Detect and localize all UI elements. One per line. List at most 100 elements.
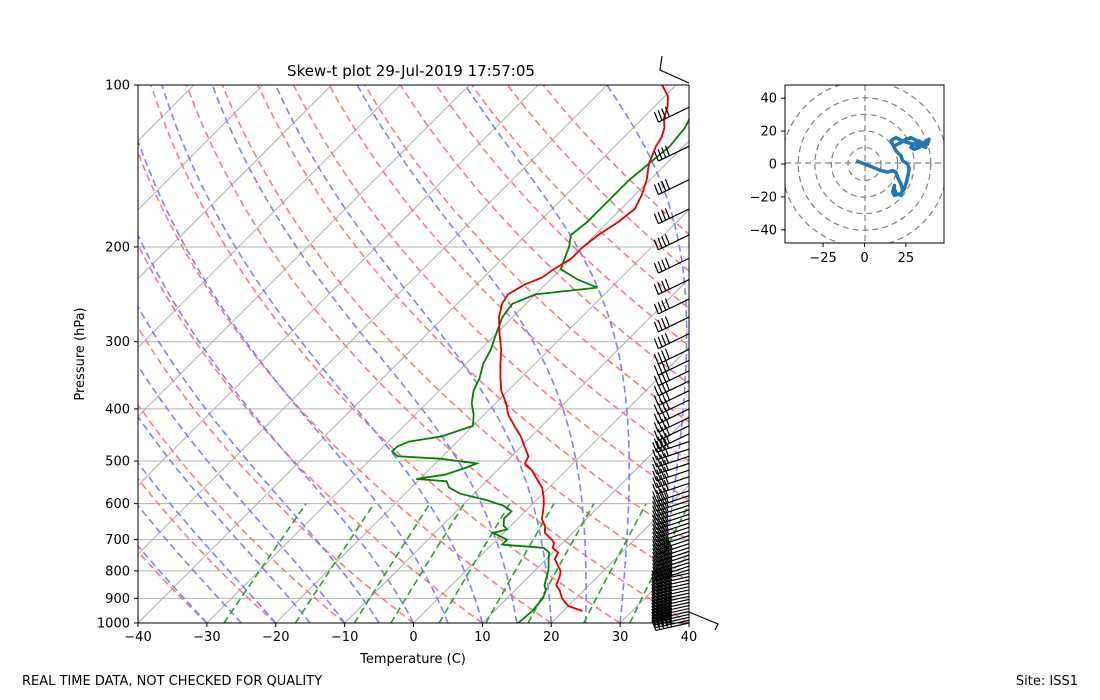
wind-barb xyxy=(653,208,690,225)
dry-adiabat-line xyxy=(138,477,277,623)
site-label: Site: ISS1 xyxy=(1015,674,1078,689)
wind-barb xyxy=(652,538,690,555)
y-tick-label: 1000 xyxy=(97,617,130,632)
wind-barb xyxy=(653,416,690,433)
wind-barb xyxy=(653,298,690,315)
dry-adiabat-line xyxy=(435,85,689,347)
dry-adiabat-line xyxy=(506,85,689,273)
wind-barb xyxy=(652,542,690,559)
hodograph-y-tick-label: 20 xyxy=(760,125,777,140)
wind-barb xyxy=(652,445,690,461)
wind-barb xyxy=(651,583,690,598)
wind-barb xyxy=(652,473,690,489)
isotherm-line xyxy=(0,85,56,623)
isotherm-line xyxy=(138,85,677,623)
mixing-ratio-line xyxy=(294,503,375,623)
dry-adiabat-line xyxy=(138,150,552,623)
chart-title: Skew-t plot 29-Jul-2019 17:57:05 xyxy=(287,62,535,80)
dry-adiabats xyxy=(138,85,689,623)
isotherm-line xyxy=(206,140,689,623)
hodograph-x-tick-label: 25 xyxy=(898,251,915,266)
wind-barb xyxy=(652,523,690,539)
mixing-ratio-lines xyxy=(223,503,689,623)
dewpoint-line xyxy=(390,117,689,623)
wind-barb xyxy=(659,55,690,84)
wind-barb xyxy=(652,452,690,468)
isotherm-line xyxy=(344,277,689,623)
wind-barb xyxy=(653,106,690,123)
mixing-ratio-line xyxy=(353,503,431,623)
hodograph-y-tick-label: 40 xyxy=(760,92,777,107)
x-tick-label: 20 xyxy=(543,630,560,645)
dry-adiabat-line xyxy=(138,403,346,623)
wind-barb xyxy=(653,333,690,350)
y-tick-label: 300 xyxy=(105,335,130,350)
isotherm-line xyxy=(619,553,689,623)
wind-barb xyxy=(653,348,690,365)
hodograph-x-ticks: −25 0 25 xyxy=(809,243,914,266)
mixing-ratio-line xyxy=(485,503,555,623)
wind-barb xyxy=(652,565,690,581)
temperature-line xyxy=(498,85,669,612)
isotherm-line xyxy=(138,85,332,280)
isotherm-line xyxy=(688,622,689,623)
hodograph-y-tick-label: 0 xyxy=(769,158,777,173)
wind-barb xyxy=(653,257,690,274)
skewt-plot: −40 −30 −20 −10 0 10 20 30 40 100200300400500600… xyxy=(0,55,1100,667)
moist-adiabat-line xyxy=(464,85,630,623)
moist-adiabat-line xyxy=(138,138,449,623)
y-axis-label: Pressure (hPa) xyxy=(73,307,88,400)
wind-barb xyxy=(653,408,690,425)
wind-barb xyxy=(652,536,690,551)
isotherm-line xyxy=(550,484,689,623)
x-tick-label: 40 xyxy=(681,630,698,645)
isotherm-line xyxy=(413,346,689,623)
dry-adiabat-line xyxy=(138,326,414,623)
y-tick-label: 500 xyxy=(105,455,130,470)
hodograph-x-tick-label: 0 xyxy=(860,251,868,266)
moist-adiabat-line xyxy=(161,85,484,623)
wind-barb xyxy=(653,359,690,376)
moist-adiabat-line xyxy=(688,618,689,623)
mixing-ratio-line xyxy=(527,503,595,623)
hodograph-plot: −25 0 25 40 20 0 −20 −40 xyxy=(750,84,945,266)
isotherm-line xyxy=(138,85,264,211)
dry-adiabat-line xyxy=(138,550,208,623)
mixing-ratio-line xyxy=(223,503,307,623)
wind-barb xyxy=(652,532,690,547)
hodograph-line xyxy=(855,135,931,198)
wind-barb xyxy=(653,433,690,450)
isobar-gridlines xyxy=(138,85,689,623)
wind-barb xyxy=(652,459,690,475)
moist-adiabat-line xyxy=(138,233,415,623)
wind-barb xyxy=(652,557,690,574)
wind-barb xyxy=(652,519,690,535)
isotherm-line xyxy=(138,85,401,349)
mixing-ratio-line xyxy=(583,503,647,623)
isotherm-line xyxy=(138,85,195,142)
dry-adiabat-line xyxy=(185,85,689,623)
dry-adiabat-line xyxy=(364,85,689,424)
x-axis-label: Temperature (C) xyxy=(359,652,466,667)
moist-adiabat-line xyxy=(138,364,346,623)
wind-barb xyxy=(652,479,690,495)
x-tick-label: −40 xyxy=(124,630,151,645)
moist-adiabat-line xyxy=(274,85,553,623)
hodograph-y-ticks: 40 20 0 −20 −40 xyxy=(750,92,785,238)
wind-barb xyxy=(653,178,690,196)
dry-adiabat-line xyxy=(138,243,483,623)
hodograph-ring xyxy=(814,113,915,215)
wind-barb xyxy=(652,492,690,507)
isotherm-line xyxy=(758,85,1100,623)
y-axis-ticks: 100 200 300 400 500 600 700 800 900 1000 xyxy=(97,79,138,632)
wind-barb xyxy=(652,550,690,567)
wind-barbs xyxy=(651,55,719,632)
x-tick-label: 0 xyxy=(409,630,417,645)
wind-barb xyxy=(688,611,719,631)
wind-barb xyxy=(652,561,690,578)
dry-adiabat-line xyxy=(292,85,689,502)
dry-adiabat-line xyxy=(328,85,689,462)
x-tick-label: −10 xyxy=(331,630,358,645)
dry-adiabat-line xyxy=(221,85,689,583)
